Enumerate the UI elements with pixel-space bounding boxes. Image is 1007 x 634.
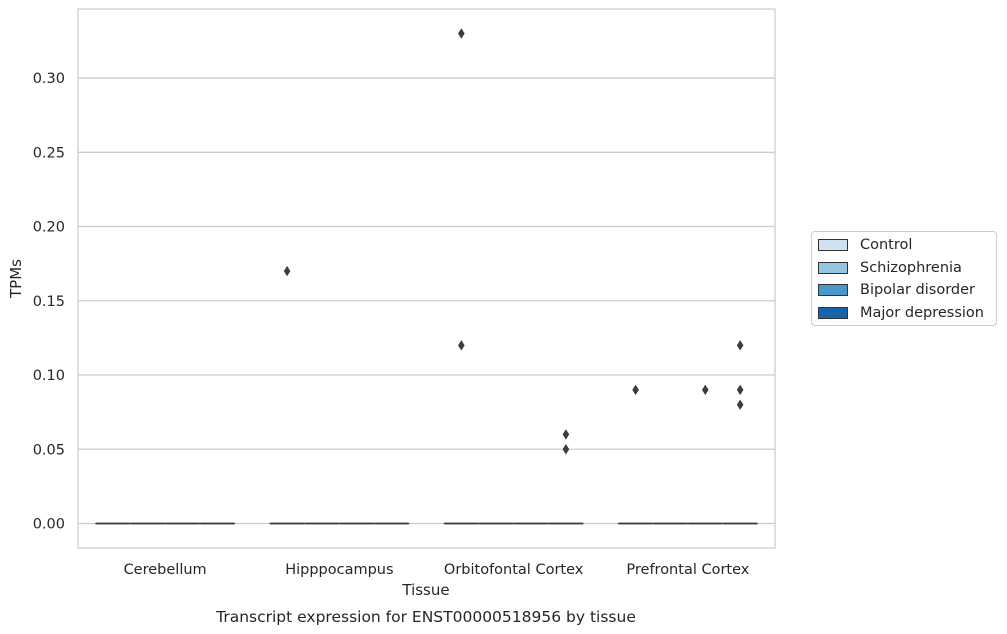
x-tick-label: Cerebellum (124, 562, 207, 578)
y-tick-label: 0.25 (33, 145, 65, 161)
x-tick-label: Prefrontal Cortex (626, 562, 749, 578)
y-tick-label: 0.15 (33, 294, 65, 310)
y-axis-ticks: 0.00 0.05 0.10 0.15 0.20 0.25 0.30 (33, 71, 65, 532)
y-axis-label: TPMs (7, 259, 25, 299)
outlier-point (458, 28, 465, 39)
outlier-point (562, 444, 570, 455)
legend-item-major-depression: Major depression (818, 303, 984, 323)
plot-area-frame (77, 8, 776, 549)
x-axis-ticks: Cerebellum Hipppocampus Orbitofontal Corte… (124, 562, 750, 578)
legend-item-control: Control (818, 235, 912, 255)
legend-swatch-control (818, 239, 848, 251)
outlier-point (562, 429, 570, 440)
y-tick-label: 0.30 (33, 71, 65, 87)
outlier-point (458, 340, 465, 351)
outlier-point (702, 384, 709, 396)
outlier-point (632, 384, 639, 396)
legend-swatch-bipolar-disorder (818, 284, 848, 296)
outlier-point (736, 384, 744, 396)
legend-item-bipolar-disorder: Bipolar disorder (818, 280, 975, 300)
x-tick-label: Orbitofontal Cortex (444, 562, 584, 578)
chart-title: Transcript expression for ENST0000051895… (215, 608, 636, 626)
y-tick-label: 0.05 (33, 442, 65, 458)
legend-label-control: Control (860, 237, 913, 253)
legend-label-schizophrenia: Schizophrenia (860, 260, 962, 276)
outlier-point (736, 399, 744, 410)
y-tick-label: 0.00 (33, 517, 65, 533)
outlier-point (736, 340, 744, 351)
outlier-point (283, 265, 291, 277)
x-axis-label: Tissue (401, 581, 449, 599)
legend-swatch-schizophrenia (818, 262, 848, 274)
legend-item-schizophrenia: Schizophrenia (818, 258, 962, 278)
legend-label-bipolar-disorder: Bipolar disorder (860, 282, 975, 298)
x-tick-label: Hipppocampus (285, 562, 393, 578)
y-tick-label: 0.10 (33, 368, 65, 384)
gridlines (78, 77, 775, 525)
legend-label-major-depression: Major depression (860, 305, 984, 321)
y-tick-label: 0.20 (33, 220, 65, 236)
legend-swatch-major-depression (818, 307, 848, 319)
outlier-marks (283, 28, 744, 455)
legend: Control Schizophrenia Bipolar disorder M… (811, 231, 997, 326)
